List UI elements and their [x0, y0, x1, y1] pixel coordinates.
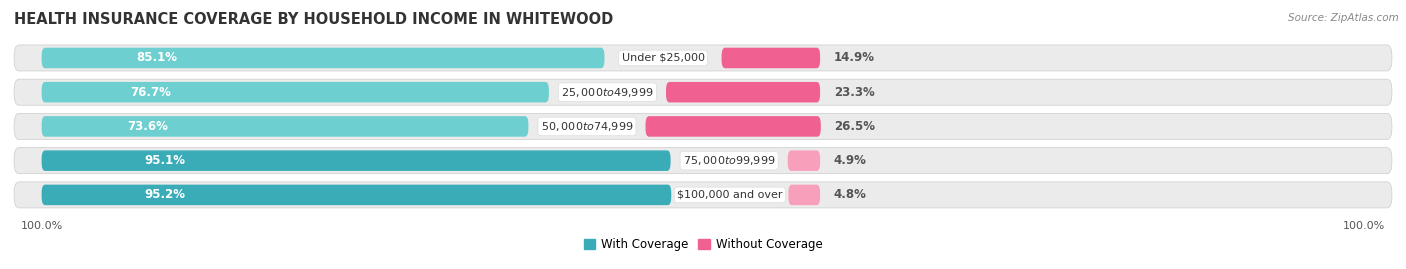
Text: 85.1%: 85.1% [136, 51, 177, 65]
Legend: With Coverage, Without Coverage: With Coverage, Without Coverage [579, 234, 827, 256]
Text: Source: ZipAtlas.com: Source: ZipAtlas.com [1288, 13, 1399, 23]
FancyBboxPatch shape [14, 182, 1392, 208]
Text: 95.1%: 95.1% [145, 154, 186, 167]
Text: 4.9%: 4.9% [834, 154, 866, 167]
FancyBboxPatch shape [42, 150, 671, 171]
FancyBboxPatch shape [14, 148, 1392, 174]
FancyBboxPatch shape [787, 150, 820, 171]
FancyBboxPatch shape [42, 48, 605, 68]
FancyBboxPatch shape [42, 116, 529, 137]
FancyBboxPatch shape [14, 114, 1392, 139]
FancyBboxPatch shape [14, 79, 1392, 105]
Text: Under $25,000: Under $25,000 [621, 53, 704, 63]
FancyBboxPatch shape [721, 48, 820, 68]
FancyBboxPatch shape [14, 45, 1392, 71]
Text: 4.8%: 4.8% [834, 188, 866, 201]
Text: 95.2%: 95.2% [145, 188, 186, 201]
FancyBboxPatch shape [645, 116, 821, 137]
FancyBboxPatch shape [42, 185, 671, 205]
Text: 26.5%: 26.5% [835, 120, 876, 133]
Text: 76.7%: 76.7% [129, 86, 172, 99]
Text: 100.0%: 100.0% [21, 221, 63, 231]
FancyBboxPatch shape [42, 82, 548, 102]
FancyBboxPatch shape [789, 185, 820, 205]
Text: 14.9%: 14.9% [834, 51, 875, 65]
Text: $100,000 and over: $100,000 and over [678, 190, 783, 200]
Text: $50,000 to $74,999: $50,000 to $74,999 [541, 120, 633, 133]
Text: $75,000 to $99,999: $75,000 to $99,999 [683, 154, 775, 167]
Text: 23.3%: 23.3% [834, 86, 875, 99]
Text: $25,000 to $49,999: $25,000 to $49,999 [561, 86, 654, 99]
Text: 73.6%: 73.6% [128, 120, 169, 133]
Text: 100.0%: 100.0% [1343, 221, 1385, 231]
Text: HEALTH INSURANCE COVERAGE BY HOUSEHOLD INCOME IN WHITEWOOD: HEALTH INSURANCE COVERAGE BY HOUSEHOLD I… [14, 12, 613, 27]
FancyBboxPatch shape [666, 82, 820, 102]
